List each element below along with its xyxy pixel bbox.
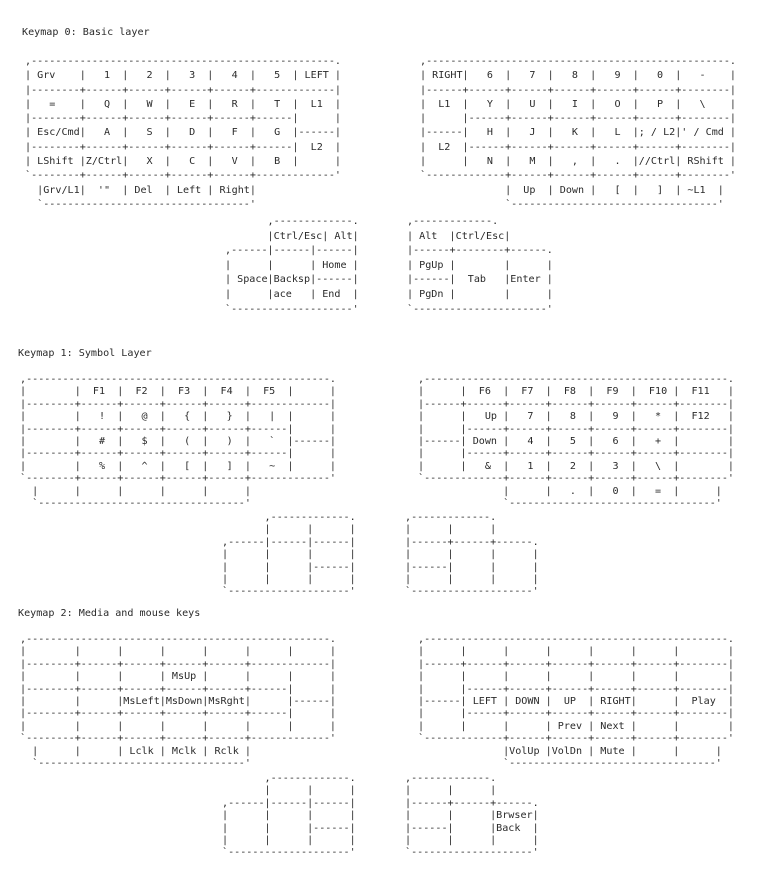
keymap-1-right-thumb: ,-------------. | | | |------+------+---… — [405, 512, 539, 598]
keymap-0-title: Keymap 0: Basic layer — [22, 27, 150, 38]
keymap-0-left-thumb: ,-------------. |Ctrl/Esc| Alt| ,------|… — [225, 216, 359, 315]
keymap-0-right-hand: ,---------------------------------------… — [420, 56, 737, 210]
keymap-2-left-hand: ,---------------------------------------… — [20, 634, 337, 770]
keymap-2-left-thumb: ,-------------. | | | ,------|------|---… — [222, 773, 356, 859]
keymap-1-title: Keymap 1: Symbol Layer — [18, 348, 152, 359]
keymap-2-right-hand: ,---------------------------------------… — [418, 634, 735, 770]
keymap-1-left-thumb: ,-------------. | | | ,------|------|---… — [222, 512, 356, 598]
keymap-2-right-thumb: ,-------------. | | | |------+------+---… — [405, 773, 539, 859]
keymap-2-title: Keymap 2: Media and mouse keys — [18, 608, 201, 619]
keymap-0-right-thumb: ,-------------. | Alt |Ctrl/Esc| |------… — [407, 216, 553, 315]
keymap-0-left-hand: ,---------------------------------------… — [25, 56, 342, 210]
keymap-1-right-hand: ,---------------------------------------… — [418, 374, 735, 510]
keymap-1-left-hand: ,---------------------------------------… — [20, 374, 337, 510]
